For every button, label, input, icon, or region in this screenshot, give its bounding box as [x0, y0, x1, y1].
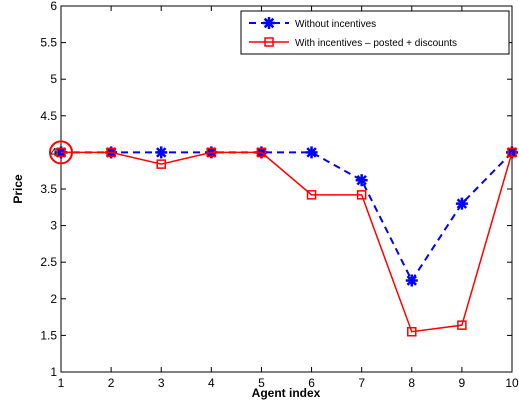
data-point [206, 147, 217, 158]
legend-entry: Without incentives [249, 17, 376, 30]
data-point [355, 174, 368, 187]
series-line [61, 151, 513, 283]
data-point [306, 190, 317, 200]
y-tick-label: 1 [50, 365, 57, 379]
data-point [56, 147, 66, 158]
data-point [256, 147, 267, 158]
x-tick-label: 2 [108, 376, 115, 390]
axis-ticks: 1 2 3 4 5 6 7 8 9 10 1 1.5 2 2.5 3 3.5 4 4.5 5 5.5 6 [40, 0, 519, 390]
legend-label: With incentives – posted + discounts [295, 38, 457, 49]
data-point [156, 159, 166, 169]
data-point [356, 190, 367, 200]
y-tick-label: 2 [50, 292, 57, 306]
x-tick-label: 4 [208, 376, 215, 390]
legend-box [240, 10, 510, 55]
x-tick-label: 7 [358, 376, 365, 390]
legend-marker [263, 17, 275, 29]
legend-label: Without incentives [295, 19, 376, 30]
data-point [457, 320, 467, 330]
y-tick-label: 5.5 [40, 36, 57, 50]
legend: Without incentives With incentives – post… [240, 10, 510, 55]
legend-marker [264, 37, 274, 47]
x-tick-label: 1 [58, 376, 65, 390]
x-tick-label: 10 [505, 376, 519, 390]
legend-entry: With incentives – posted + discounts [249, 37, 457, 49]
highlight-circle [49, 140, 73, 165]
y-tick-label: 2.5 [40, 255, 57, 269]
x-axis-label: Agent index [252, 386, 321, 400]
y-tick-label: 5 [50, 72, 57, 86]
y-tick-label: 4 [50, 145, 57, 159]
y-axis-label: Price [11, 174, 25, 204]
y-tick-label: 4.5 [40, 109, 57, 123]
y-tick-label: 1.5 [40, 328, 57, 342]
y-tick-label: 6 [50, 0, 57, 13]
x-tick-label: 5 [258, 376, 265, 390]
plot-area [60, 5, 513, 373]
x-tick-label: 8 [408, 376, 415, 390]
data-point [106, 147, 116, 158]
y-tick-label: 3.5 [40, 182, 57, 196]
data-point [507, 147, 517, 158]
x-tick-label: 6 [308, 376, 315, 390]
data-point [155, 146, 168, 159]
data-point [455, 197, 468, 210]
data-point [405, 274, 418, 287]
data-point [407, 326, 417, 337]
x-tick-label: 3 [158, 376, 165, 390]
data-point [305, 146, 318, 159]
y-tick-label: 3 [50, 219, 57, 233]
series-line [61, 151, 513, 333]
x-tick-label: 9 [459, 376, 466, 390]
series-layer [49, 140, 518, 337]
series-2 [56, 147, 517, 337]
